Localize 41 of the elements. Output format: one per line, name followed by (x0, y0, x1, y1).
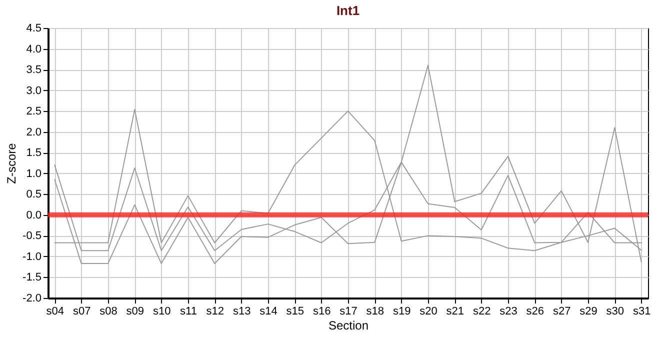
y-tick-label: -1.0 (22, 250, 42, 263)
x-tick-label: s13 (232, 306, 251, 318)
x-tick-label: s10 (152, 306, 171, 318)
x-tick-label: s26 (526, 306, 544, 318)
y-tick-label: -0.5 (22, 230, 42, 242)
y-tick-label: 1.0 (26, 168, 42, 180)
y-tick-label: 0.0 (26, 209, 42, 222)
x-tick-label: s14 (260, 306, 278, 318)
x-tick-label: s23 (500, 306, 518, 318)
chart-title: Int1 (336, 3, 360, 18)
x-tick-label: s15 (286, 306, 304, 318)
y-axis-title: Z-score (4, 142, 19, 184)
x-tick-label: s08 (100, 306, 118, 318)
x-tick-label: s18 (366, 306, 384, 318)
y-tick-label: 1.5 (26, 147, 42, 160)
y-tick-label: -1.5 (22, 272, 42, 284)
y-tick-label: 3.0 (26, 84, 42, 97)
line-series (54, 64, 642, 264)
x-tick-label: s16 (312, 306, 331, 318)
x-axis-title: Section (328, 318, 369, 332)
y-tick-label: 2.0 (26, 126, 42, 138)
x-tick-label: s11 (180, 306, 197, 318)
x-tick-label: s29 (580, 306, 598, 318)
x-tick-label: s31 (632, 306, 651, 318)
y-tick-label: 0.5 (26, 188, 42, 201)
y-tick-label: 3.5 (26, 64, 42, 76)
y-tick-label: 4.0 (26, 43, 42, 56)
x-tick-label: s20 (420, 306, 438, 318)
x-tick-label: s27 (552, 306, 571, 318)
x-tick-label: s21 (446, 306, 464, 318)
x-tick-label: s19 (392, 306, 411, 318)
x-tick-label: s12 (206, 306, 224, 318)
x-tick-label: s17 (340, 306, 358, 318)
y-tick-label: 2.5 (26, 106, 42, 118)
x-tick-label: s09 (126, 306, 144, 318)
x-tick-label: s07 (72, 306, 91, 318)
x-tick-label: s04 (46, 306, 64, 318)
x-tick-label: s22 (472, 306, 491, 318)
y-tick-label: 4.5 (26, 22, 42, 34)
x-tick-label: s30 (606, 306, 624, 318)
y-tick-label: -2.0 (22, 292, 42, 304)
